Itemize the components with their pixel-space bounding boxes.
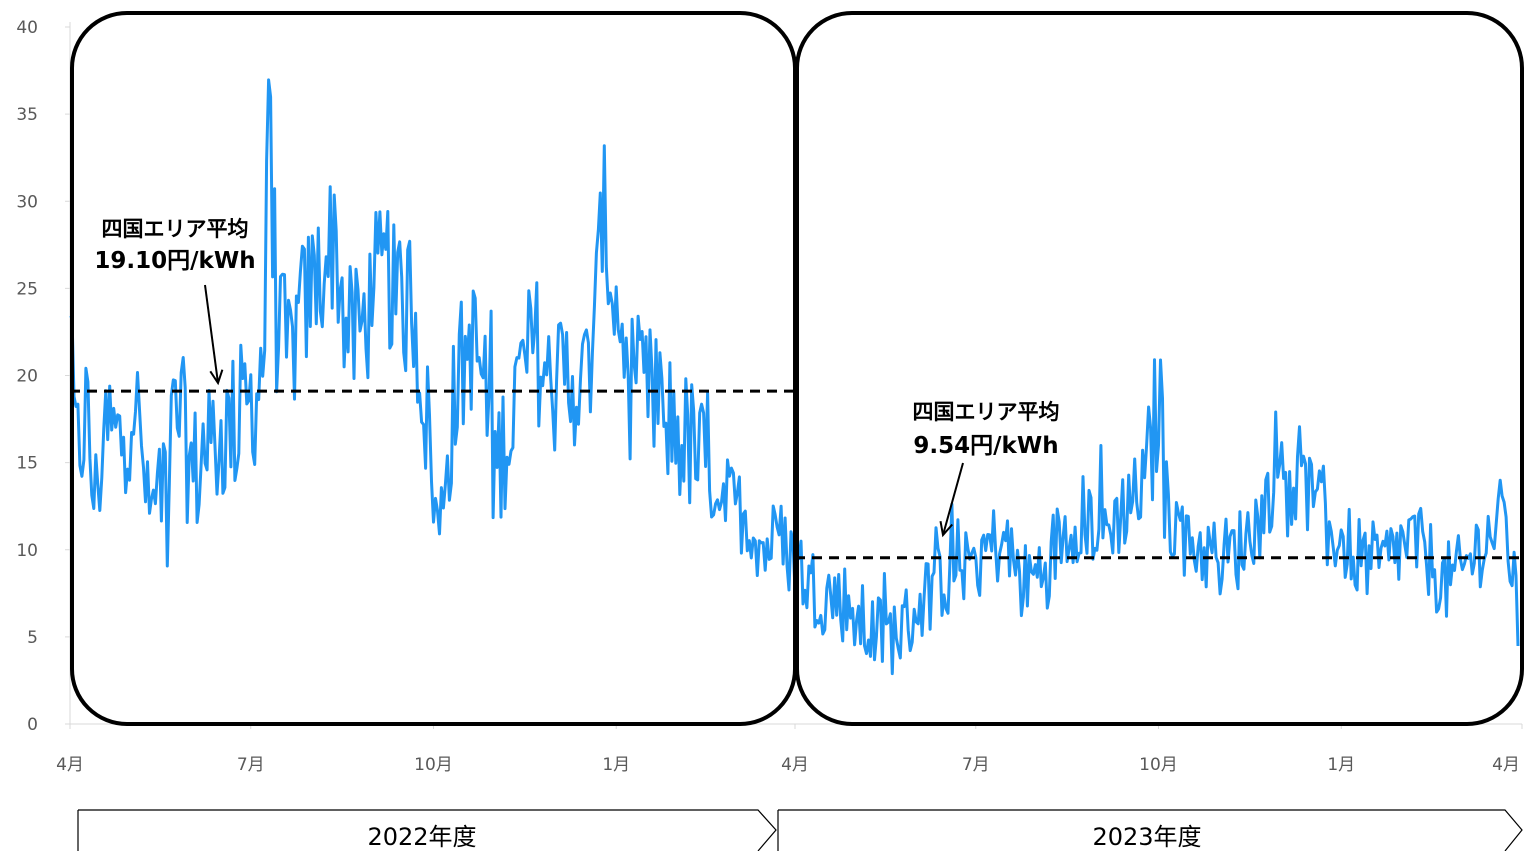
fiscal-year-banners: 2022年度 2023年度 — [77, 809, 1523, 851]
avg-2023-arrow — [942, 462, 964, 536]
fy-2022-banner — [78, 809, 777, 851]
y-tick-label: 30 — [16, 192, 38, 212]
x-tick-label: 4月 — [56, 755, 84, 775]
avg-2023-label-line1: 四国エリア平均 — [913, 400, 1060, 424]
fy-2023-banner — [778, 809, 1523, 851]
x-tick-label: 7月 — [237, 755, 265, 775]
tick-labels: 0 5 10 15 20 25 30 35 40 4月 7月 10月 1月 4月 7月 10月 1月 4月 — [16, 18, 1520, 775]
avg-2022-arrow — [204, 284, 219, 384]
fy-2023-label: 2023年度 — [1092, 823, 1201, 851]
avg-2023-label-line2: 9.54円/kWh — [913, 433, 1058, 459]
y-tick-label: 10 — [16, 541, 38, 561]
y-tick-label: 0 — [27, 715, 38, 735]
y-tick-label: 20 — [16, 367, 38, 387]
y-tick-label: 40 — [16, 18, 38, 38]
y-tick-label: 35 — [16, 105, 38, 125]
avg-2022-label-line1: 四国エリア平均 — [102, 217, 249, 241]
fy-frame-1 — [795, 11, 1524, 726]
x-tick-label: 1月 — [1327, 755, 1355, 775]
x-tick-label: 10月 — [1139, 755, 1178, 775]
x-tick-label: 10月 — [414, 755, 453, 775]
x-tick-label: 4月 — [781, 755, 809, 775]
y-tick-label: 25 — [16, 279, 38, 299]
x-tick-label: 7月 — [962, 755, 990, 775]
fy-2022-label: 2022年度 — [367, 823, 476, 851]
y-tick-label: 5 — [27, 628, 38, 648]
avg-2022-label-line2: 19.10円/kWh — [94, 248, 255, 274]
fiscal-year-frames — [70, 11, 1524, 726]
average-lines — [70, 389, 1522, 560]
annotations: 四国エリア平均 19.10円/kWh 四国エリア平均 9.54円/kWh — [94, 217, 1060, 538]
y-tick-label: 15 — [16, 454, 38, 474]
x-tick-label: 1月 — [602, 755, 630, 775]
x-tick-label: 4月 — [1492, 755, 1520, 775]
